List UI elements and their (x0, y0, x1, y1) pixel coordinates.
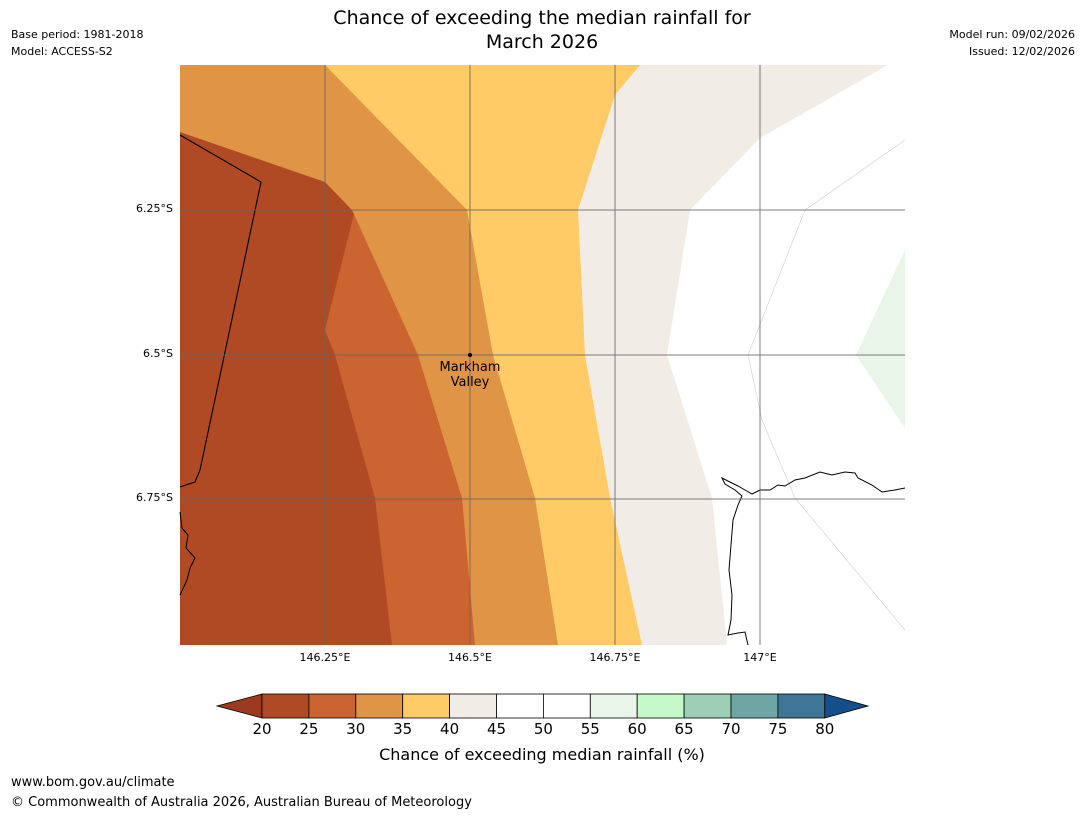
colorbar-cell (589, 693, 638, 719)
colorbar-cell (449, 693, 497, 719)
lon-label-146.75: 146.75°E (589, 651, 641, 664)
colorbar-tick-label: 40 (440, 720, 460, 738)
lon-label-146.5: 146.5°E (448, 651, 492, 664)
footer-copyright: © Commonwealth of Australia 2026, Austra… (11, 795, 472, 810)
colorbar-cell (636, 693, 685, 719)
region-55-60 (856, 250, 905, 428)
lat-label-6.75: 6.75°S (136, 491, 173, 504)
colorbar-cell (543, 693, 591, 719)
place-label: Markham Valley (439, 360, 501, 390)
colorbar-tick-label: 75 (768, 720, 788, 738)
colorbar-cell (496, 693, 544, 719)
colorbar-tick-label: 65 (674, 720, 694, 738)
colorbar-tick-label: 45 (486, 720, 507, 738)
colorbar-tick-label: 30 (346, 720, 366, 738)
coastline-west (179, 511, 196, 596)
meta-right: Model run: 09/02/2026 Issued: 12/02/2026 (949, 26, 1075, 60)
base-period: Base period: 1981-2018 (11, 28, 144, 41)
title-line-2: March 2026 (485, 31, 599, 53)
lat-label-6.5: 6.5°S (143, 347, 173, 360)
colorbar-tick-label: 20 (252, 720, 272, 738)
meta-left: Base period: 1981-2018 Model: ACCESS-S2 (11, 26, 143, 60)
colorbar-cell (261, 693, 310, 719)
colorbar-tick-label: 50 (533, 720, 553, 738)
lon-label-146.25: 146.25°E (299, 651, 351, 664)
colorbar-cell (683, 693, 732, 719)
colorbar-cell (402, 693, 451, 719)
model-run: Model run: 09/02/2026 (949, 28, 1075, 41)
colorbar-cell (730, 693, 779, 719)
colorbar-extend-high (824, 693, 870, 719)
colorbar-tick-label: 60 (627, 720, 647, 738)
colorbar-extend-low (215, 693, 263, 719)
model-name: Model: ACCESS-S2 (11, 45, 113, 58)
colorbar-label: Chance of exceeding median rainfall (%) (379, 745, 705, 764)
contour-50 (747, 139, 905, 631)
lon-label-147: 147°E (743, 651, 777, 664)
colorbar-tick-label: 55 (580, 720, 600, 738)
lat-label-6.25: 6.25°S (136, 202, 173, 215)
title-line-1: Chance of exceeding the median rainfall … (333, 7, 751, 29)
coastline-east (720, 471, 906, 646)
colorbar-tick-label: 25 (299, 720, 319, 738)
border-line (179, 134, 262, 488)
colorbar-tick-label: 35 (393, 720, 413, 738)
colorbar-tick-label: 80 (815, 720, 835, 738)
colorbar-cell (355, 693, 404, 719)
place-marker (468, 353, 472, 357)
footer-url[interactable]: www.bom.gov.au/climate (11, 775, 175, 790)
page-title: Chance of exceeding the median rainfall … (242, 6, 842, 54)
issued-date: Issued: 12/02/2026 (968, 45, 1075, 58)
colorbar-cell (308, 693, 357, 719)
colorbar-tick-label: 70 (721, 720, 741, 738)
colorbar-cell (777, 693, 826, 719)
